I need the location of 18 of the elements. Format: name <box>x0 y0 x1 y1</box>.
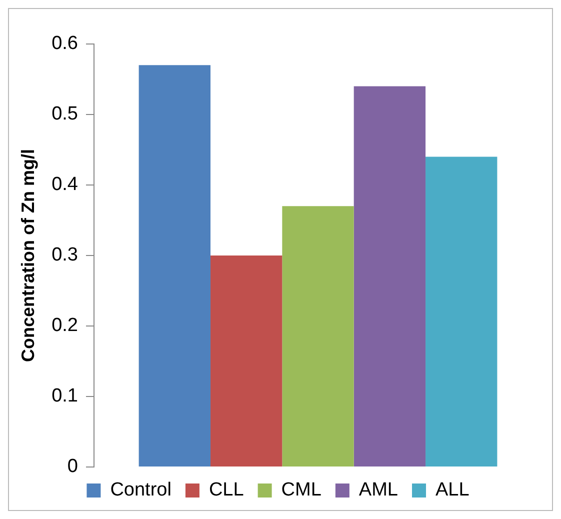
bar <box>426 156 498 466</box>
legend-label: CML <box>281 480 322 501</box>
y-tick-label: 0.5 <box>52 104 78 125</box>
y-tick-label: 0.3 <box>52 244 78 266</box>
y-tick-label: 0.2 <box>52 315 78 336</box>
legend-label: ALL <box>435 480 470 501</box>
legend-label: AML <box>358 480 398 501</box>
y-tick-label: 0.6 <box>52 33 78 54</box>
bar <box>354 86 426 466</box>
legend-label: Control <box>110 480 172 501</box>
legend-label: CLL <box>208 480 244 501</box>
y-axis-title: Concentration of Zn mg/l <box>18 149 38 362</box>
bar <box>210 256 282 466</box>
bar <box>282 206 354 466</box>
y-tick-label: 0 <box>67 456 78 478</box>
bar <box>138 65 210 466</box>
y-tick-label: 0.1 <box>52 386 78 407</box>
y-tick-label: 0.4 <box>52 174 78 196</box>
